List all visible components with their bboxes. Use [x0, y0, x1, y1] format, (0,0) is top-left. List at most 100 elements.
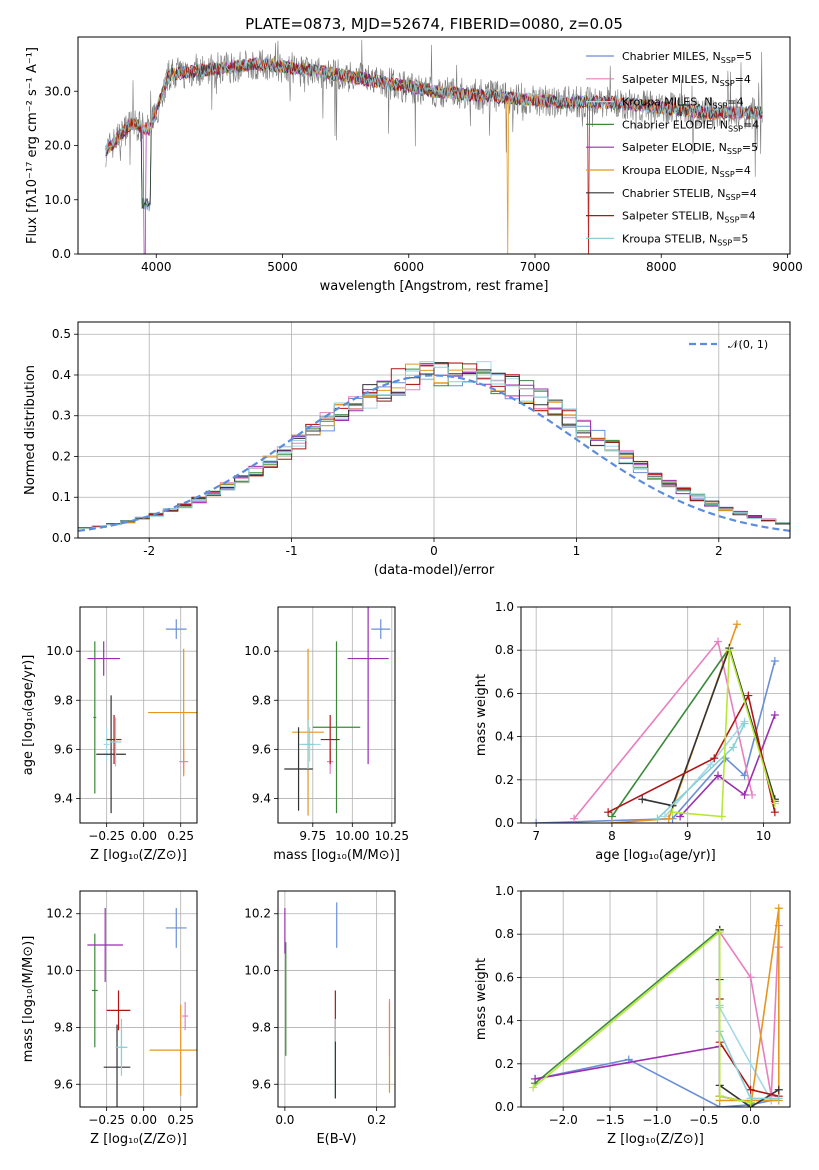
y-tick-label: 0.0: [52, 531, 71, 545]
y-tick-label: 0.6: [495, 686, 514, 700]
mass-weight-marker: [746, 973, 755, 982]
x-tick-label: -2: [143, 544, 155, 558]
x-tick-label: 0.0: [275, 1113, 294, 1127]
y-axis-label: mass weight: [474, 674, 489, 756]
x-axis-label: mass [log₁₀(M/M⊙)]: [273, 848, 400, 863]
x-tick-label: −1.5: [595, 1113, 624, 1127]
x-tick-label: 10.00: [335, 829, 369, 843]
plot-area-mass_vs_EBV: [284, 902, 391, 1099]
mass-weight-line: [672, 649, 776, 818]
mass-weight-marker: [638, 795, 647, 804]
axes-age_vs_mass: 9.75 10.00 10.25 9.4 9.6 9.8 10.0 mass [log₁₀(M…: [244, 606, 409, 863]
errorbar-point: [165, 619, 187, 639]
x-tick-label: 9000: [772, 260, 803, 274]
mass-weight-marker: [740, 790, 749, 799]
mass-weight-line: [534, 928, 751, 1104]
mass-weight-line: [718, 979, 779, 1097]
y-tick-label: 9.8: [54, 693, 73, 707]
x-axis-label: wavelength [Angstrom, rest frame]: [320, 279, 549, 294]
axes-frame: [77, 321, 791, 539]
axes-frame: [79, 890, 198, 1108]
mass-weight-marker: [729, 743, 738, 752]
mass-weight-marker: [714, 637, 723, 646]
mass-weight-line: [607, 693, 776, 813]
plots: 4000 5000 6000 7000 8000 90000.010.020.030.0w…: [21, 36, 803, 1147]
errorbar-point: [87, 641, 120, 676]
errorbar-point: [165, 908, 187, 948]
x-tick-label: 0.2: [367, 1113, 386, 1127]
x-tick-label: 0.00: [130, 829, 157, 843]
mass-weight-marker: [710, 754, 719, 763]
mass-weight-marker: [706, 760, 715, 769]
errorbar-point: [182, 1001, 189, 1031]
y-tick-label: 0.4: [495, 730, 514, 744]
x-tick-label: 1: [573, 544, 581, 558]
x-axis-label: (data-model)/error: [374, 563, 495, 578]
y-tick-label: 9.4: [252, 791, 271, 805]
y-tick-label: 1.0: [495, 884, 514, 898]
x-tick-label: 5000: [267, 260, 298, 274]
mass-weight-marker: [676, 812, 685, 821]
mass-weight-marker: [653, 814, 662, 823]
errorbar-point: [312, 641, 361, 814]
legend-entry: 𝒩(0, 1): [728, 338, 768, 351]
residual-histogram: [78, 363, 790, 529]
mass-weight-line: [679, 714, 776, 818]
x-tick-label: 0.0: [741, 1113, 760, 1127]
plot-area-spectrum: [105, 39, 763, 254]
x-tick-label: 9: [684, 829, 692, 843]
errorbar-point: [103, 727, 110, 762]
mass-weight-marker: [774, 1094, 783, 1103]
axes-frame: [277, 890, 396, 1108]
y-tick-label: 0.5: [52, 327, 71, 341]
errorbar-point: [148, 648, 197, 777]
residual-histogram: [78, 361, 790, 529]
mass-weight-marker: [746, 1098, 755, 1107]
x-tick-label: 0.25: [167, 829, 194, 843]
mass-weight-line: [718, 929, 780, 1107]
errorbar-point: [347, 607, 389, 765]
axes-frame: [520, 890, 791, 1108]
x-tick-label: 4000: [141, 260, 172, 274]
errorbar-point: [87, 908, 123, 982]
errorbar-point: [93, 641, 97, 794]
y-axis-label: mass [log₁₀(M/M⊙)]: [21, 936, 36, 1063]
mass-weight-marker: [732, 620, 741, 629]
x-axis-label: age [log₁₀(age/yr)]: [595, 848, 716, 863]
mass-weight-marker: [532, 819, 541, 823]
mass-weight-line: [719, 908, 780, 1107]
y-tick-label: 0.2: [495, 773, 514, 787]
axes-frame: [77, 36, 791, 255]
mass-weight-line: [719, 925, 780, 1097]
legend-entry: Chabrier STELIB, NSSP=4: [622, 187, 757, 202]
mass-weight-marker: [770, 711, 779, 719]
errorbar-point: [106, 990, 131, 1031]
y-tick-label: 0.2: [495, 1057, 514, 1071]
y-axis-label: mass weight: [474, 958, 489, 1040]
x-tick-label: 8000: [646, 260, 677, 274]
y-tick-label: 9.6: [252, 742, 271, 756]
mass-weight-line: [532, 930, 751, 1104]
x-tick-label: 9.75: [299, 829, 326, 843]
x-tick-label: −0.25: [88, 1113, 125, 1127]
y-tick-label: 0.2: [52, 449, 71, 463]
plot-area-age_vs_Z: [87, 619, 197, 814]
mass-weight-marker: [725, 646, 734, 655]
plot-area-weight_vs_age: [532, 620, 779, 823]
x-tick-label: −2.0: [549, 1113, 578, 1127]
spectrum-legend: Chabrier MILES, NSSP=5 Salpeter MILES, NS…: [586, 50, 759, 247]
plot-area-weight_vs_Z: [529, 904, 783, 1107]
y-tick-label: 20.0: [44, 139, 71, 153]
x-axis-label: E(B-V): [316, 1132, 356, 1147]
errorbar-point: [96, 695, 126, 814]
y-tick-label: 9.6: [54, 1077, 73, 1091]
mass-weight-marker: [744, 691, 753, 700]
mass-weight-marker: [774, 904, 783, 913]
errorbar-point: [149, 1004, 197, 1096]
y-tick-label: 10.2: [46, 907, 73, 921]
mass-weight-marker: [748, 790, 757, 799]
y-tick-label: 10.0: [46, 644, 73, 658]
axes-frame: [79, 606, 198, 824]
y-tick-label: 9.8: [252, 1020, 271, 1034]
